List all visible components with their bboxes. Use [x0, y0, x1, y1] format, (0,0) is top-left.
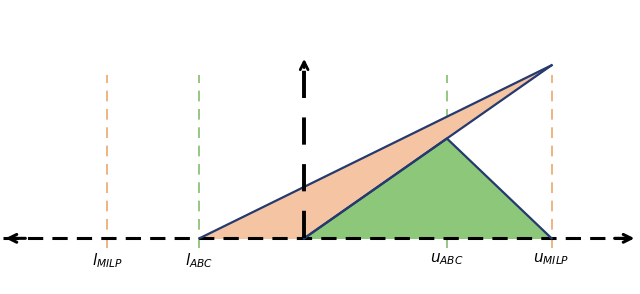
Text: $l_{MILP}$: $l_{MILP}$ — [92, 252, 123, 270]
Text: $u_{ABC}$: $u_{ABC}$ — [430, 252, 464, 267]
Text: $l_{ABC}$: $l_{ABC}$ — [186, 252, 214, 270]
Polygon shape — [304, 138, 552, 238]
Polygon shape — [200, 65, 552, 238]
Text: $u_{MILP}$: $u_{MILP}$ — [533, 252, 570, 267]
